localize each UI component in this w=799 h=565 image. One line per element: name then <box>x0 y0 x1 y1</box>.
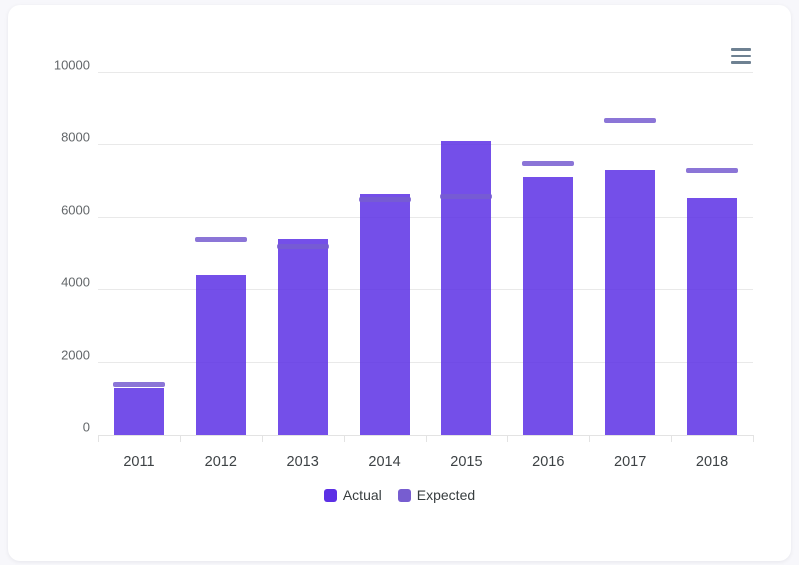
gridline-10000 <box>98 72 753 73</box>
plot-area <box>98 72 753 436</box>
legend-item-expected[interactable]: Expected <box>397 487 476 503</box>
bar-actual-2015[interactable] <box>441 140 492 435</box>
bar-actual-2017[interactable] <box>605 169 656 435</box>
goal-marker-expected-2017[interactable] <box>604 117 657 123</box>
category-slot-2015 <box>426 73 508 435</box>
goal-marker-expected-2015[interactable] <box>440 193 493 199</box>
legend-swatch-actual <box>323 488 337 502</box>
x-axis-tick <box>589 435 591 442</box>
legend-swatch-expected <box>397 488 411 502</box>
goal-marker-expected-2011[interactable] <box>112 381 165 387</box>
y-axis-label-8000: 8000 <box>61 129 90 145</box>
goal-marker-expected-2016[interactable] <box>522 161 575 166</box>
x-axis-tick <box>343 435 345 442</box>
gridline-2000 <box>98 361 753 363</box>
x-axis-tick <box>507 435 509 442</box>
category-slot-2017 <box>589 73 671 435</box>
bar-chart: 0 2000 4000 6000 8000 10000 2011 2012 2013 2014 2… <box>8 5 791 561</box>
x-axis-label-2012: 2012 <box>204 454 237 470</box>
x-axis-tick <box>753 435 754 442</box>
chart-legend: Actual Expected <box>8 487 791 503</box>
gridline-8000 <box>98 144 753 146</box>
bars-container <box>98 73 753 435</box>
x-axis-ticks <box>98 435 754 442</box>
category-slot-2016 <box>507 73 589 435</box>
menu-icon-bar <box>731 61 751 64</box>
y-axis-labels: 0 2000 4000 6000 8000 10000 <box>8 58 90 435</box>
x-axis-label-2015: 2015 <box>450 454 483 470</box>
category-slot-2018 <box>671 73 753 435</box>
legend-label: Actual <box>342 487 382 503</box>
category-slot-2012 <box>180 73 262 435</box>
y-axis-label-2000: 2000 <box>61 347 90 363</box>
goal-marker-expected-2013[interactable] <box>276 244 329 250</box>
legend-item-actual[interactable]: Actual <box>323 487 382 503</box>
goal-marker-expected-2018[interactable] <box>686 168 739 174</box>
x-axis-tick <box>179 435 181 442</box>
gridline-4000 <box>98 289 753 291</box>
category-slot-2013 <box>262 73 344 435</box>
bar-actual-2018[interactable] <box>687 197 738 435</box>
bar-actual-2011[interactable] <box>113 388 164 435</box>
gridline-6000 <box>98 216 753 218</box>
category-slot-2014 <box>344 73 426 435</box>
x-axis-label-2013: 2013 <box>286 454 319 470</box>
x-axis-label-2011: 2011 <box>123 454 155 470</box>
bar-actual-2016[interactable] <box>523 176 574 435</box>
x-axis-tick <box>671 435 673 442</box>
menu-icon-bar <box>731 48 751 51</box>
goal-marker-expected-2014[interactable] <box>358 197 411 203</box>
x-axis-label-2016: 2016 <box>532 454 565 470</box>
legend-label: Expected <box>416 487 476 503</box>
y-axis-label-0: 0 <box>82 419 90 435</box>
category-slot-2011 <box>98 73 180 435</box>
chart-card: 0 2000 4000 6000 8000 10000 2011 2012 2013 2014 2… <box>8 5 791 561</box>
bar-actual-2014[interactable] <box>359 194 410 435</box>
y-axis-label-4000: 4000 <box>61 274 90 290</box>
y-axis-label-6000: 6000 <box>61 202 90 218</box>
x-axis-tick <box>98 435 99 442</box>
x-axis-tick <box>425 435 427 442</box>
x-axis-label-2018: 2018 <box>695 454 729 470</box>
x-axis-label-2017: 2017 <box>614 454 647 470</box>
bar-actual-2013[interactable] <box>277 238 328 435</box>
goal-marker-expected-2012[interactable] <box>194 237 247 243</box>
x-axis-label-2014: 2014 <box>368 454 401 470</box>
bar-actual-2012[interactable] <box>195 274 246 435</box>
x-axis-labels: 2011 2012 2013 2014 2015 2016 2017 2018 <box>98 454 753 470</box>
x-axis-tick <box>261 435 263 442</box>
menu-icon-bar <box>731 54 751 58</box>
chart-menu-icon[interactable] <box>729 45 753 67</box>
y-axis-label-10000: 10000 <box>53 57 90 73</box>
